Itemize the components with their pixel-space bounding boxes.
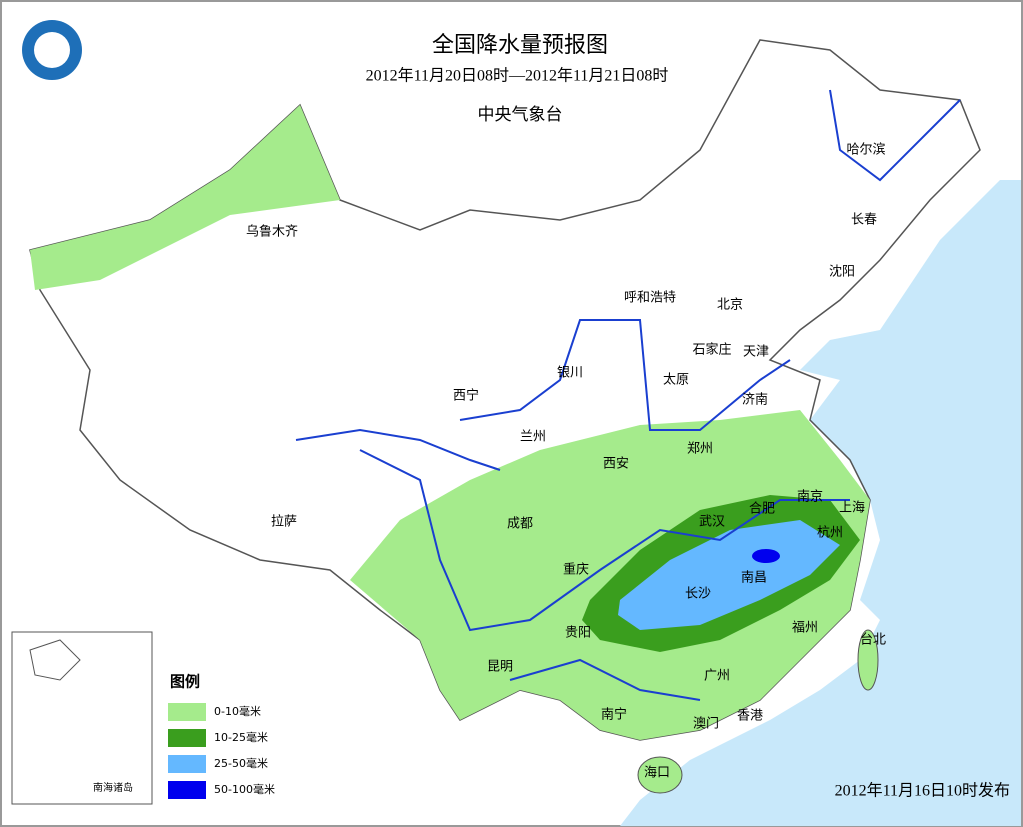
subtitle: 2012年11月20日08时—2012年11月21日08时: [366, 67, 669, 85]
legend-swatch: [168, 755, 206, 773]
city-label: 长沙: [685, 587, 711, 602]
city-label: 成都: [507, 517, 533, 532]
city-label: 沈阳: [829, 265, 855, 280]
city-label: 武汉: [699, 515, 725, 530]
city-label: 昆明: [487, 660, 513, 675]
sea: [620, 180, 1021, 826]
legend-swatch: [168, 729, 206, 747]
city-label: 贵阳: [565, 626, 591, 641]
city-label: 福州: [792, 621, 818, 636]
title: 全国降水量预报图: [432, 33, 608, 58]
city-label: 南京: [797, 489, 823, 505]
city-label: 济南: [742, 392, 768, 408]
city-label: 杭州: [817, 526, 843, 541]
city-label: 北京: [717, 298, 743, 313]
rain-zone-0-10: [30, 105, 340, 290]
legend-label: 10-25毫米: [214, 730, 268, 744]
city-label: 长春: [851, 213, 877, 228]
city-label: 兰州: [520, 430, 546, 445]
hainan: [637, 756, 683, 794]
rain-zone-0-10: [350, 410, 870, 740]
city-label: 拉萨: [271, 515, 297, 530]
legend-label: 50-100毫米: [214, 782, 275, 796]
city-label: 海口: [644, 766, 670, 781]
footer: 2012年11月16日10时发布: [835, 782, 1010, 800]
pearl-river: [509, 658, 701, 701]
city-label: 南宁: [601, 707, 627, 723]
city-label: 太原: [663, 373, 689, 388]
city-label: 哈尔滨: [846, 142, 885, 158]
yellow-river: [295, 319, 791, 471]
taiwan: [857, 629, 879, 691]
legend-swatch: [168, 781, 206, 799]
logo: [34, 32, 70, 68]
legend-label: 25-50毫米: [214, 756, 268, 770]
city-label: 西宁: [453, 388, 479, 404]
legend-label: 0-10毫米: [214, 704, 261, 718]
city-label: 银川: [557, 366, 583, 381]
city-label: 乌鲁木齐: [246, 224, 298, 240]
city-label: 呼和浩特: [624, 291, 676, 306]
inset-label: 南海诸岛: [93, 781, 133, 794]
rain-zone-25-50: [618, 520, 840, 630]
legend-title: 图例: [170, 673, 200, 691]
city-label: 重庆: [563, 562, 589, 578]
inset-land: [29, 639, 81, 681]
city-label: 合肥: [749, 502, 775, 517]
city-label: 南昌: [741, 570, 767, 586]
city-label: 广州: [704, 669, 730, 684]
city-label: 澳门: [693, 716, 719, 732]
agency: 中央气象台: [478, 105, 563, 125]
city-label: 天津: [743, 345, 769, 360]
city-label: 石家庄: [692, 342, 731, 358]
rain-zone-50-100: [752, 549, 780, 563]
city-label: 台北: [860, 633, 886, 648]
city-label: 香港: [737, 709, 763, 724]
city-label: 上海: [839, 501, 865, 516]
heilongjiang-river: [829, 89, 961, 182]
city-label: 郑州: [687, 442, 713, 457]
yangtze-river: [359, 449, 850, 632]
legend-swatch: [168, 703, 206, 721]
city-label: 西安: [603, 457, 629, 472]
